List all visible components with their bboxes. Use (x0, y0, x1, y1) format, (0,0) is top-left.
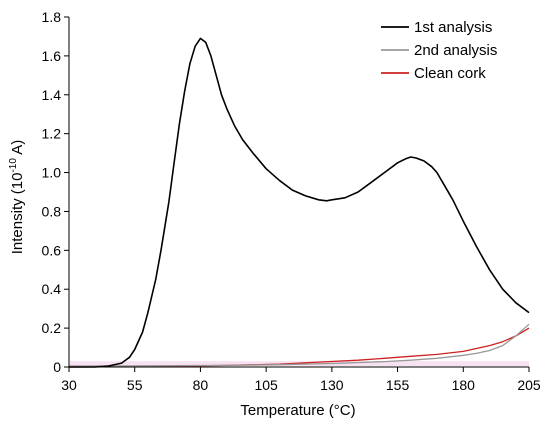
y-tick-label: 0.2 (42, 320, 62, 336)
y-ticks: 0 0.2 0.4 0.6 0.8 1.0 1.2 1.4 1.6 1.8 (42, 9, 69, 375)
legend-label-1st-analysis: 1st analysis (414, 19, 492, 36)
x-ticks: 30 55 80 105 130 155 180 205 (61, 367, 541, 393)
y-tick-label: 1.8 (42, 9, 62, 25)
x-tick-label: 80 (193, 377, 209, 393)
y-axis-label-exponent: -10 (8, 158, 19, 173)
y-tick-label: 0.8 (42, 203, 62, 219)
y-tick-label: 1.4 (42, 87, 62, 103)
y-axis-label-tail: A) (9, 140, 26, 158)
x-tick-label: 55 (127, 377, 143, 393)
series-line-1st-analysis (69, 37, 530, 368)
x-tick-label: 180 (452, 377, 476, 393)
legend-label-2nd-analysis: 2nd analysis (414, 42, 497, 59)
x-axis-label: Temperature (°C) (240, 402, 355, 419)
y-axis-label: Intensity (10-10 A) (8, 140, 26, 255)
x-tick-label: 30 (61, 377, 77, 393)
x-tick-label: 155 (386, 377, 410, 393)
x-tick-label: 130 (320, 377, 344, 393)
series-line-2nd-analysis (68, 323, 530, 367)
legend: 1st analysis 2nd analysis Clean cork (381, 19, 497, 82)
y-axis-label-main: Intensity (10 (9, 173, 26, 255)
y-tick-label: 0.6 (42, 242, 62, 258)
y-tick-label: 0.4 (42, 281, 62, 297)
series-line-clean-cork (68, 327, 530, 368)
y-tick-label: 1.0 (42, 165, 62, 181)
x-tick-label: 105 (254, 377, 278, 393)
y-tick-label: 0 (53, 359, 61, 375)
series-layer (68, 37, 530, 368)
y-tick-label: 1.2 (42, 126, 62, 142)
y-tick-label: 1.6 (42, 48, 62, 64)
legend-label-clean-cork: Clean cork (414, 65, 486, 82)
x-tick-label: 205 (517, 377, 541, 393)
